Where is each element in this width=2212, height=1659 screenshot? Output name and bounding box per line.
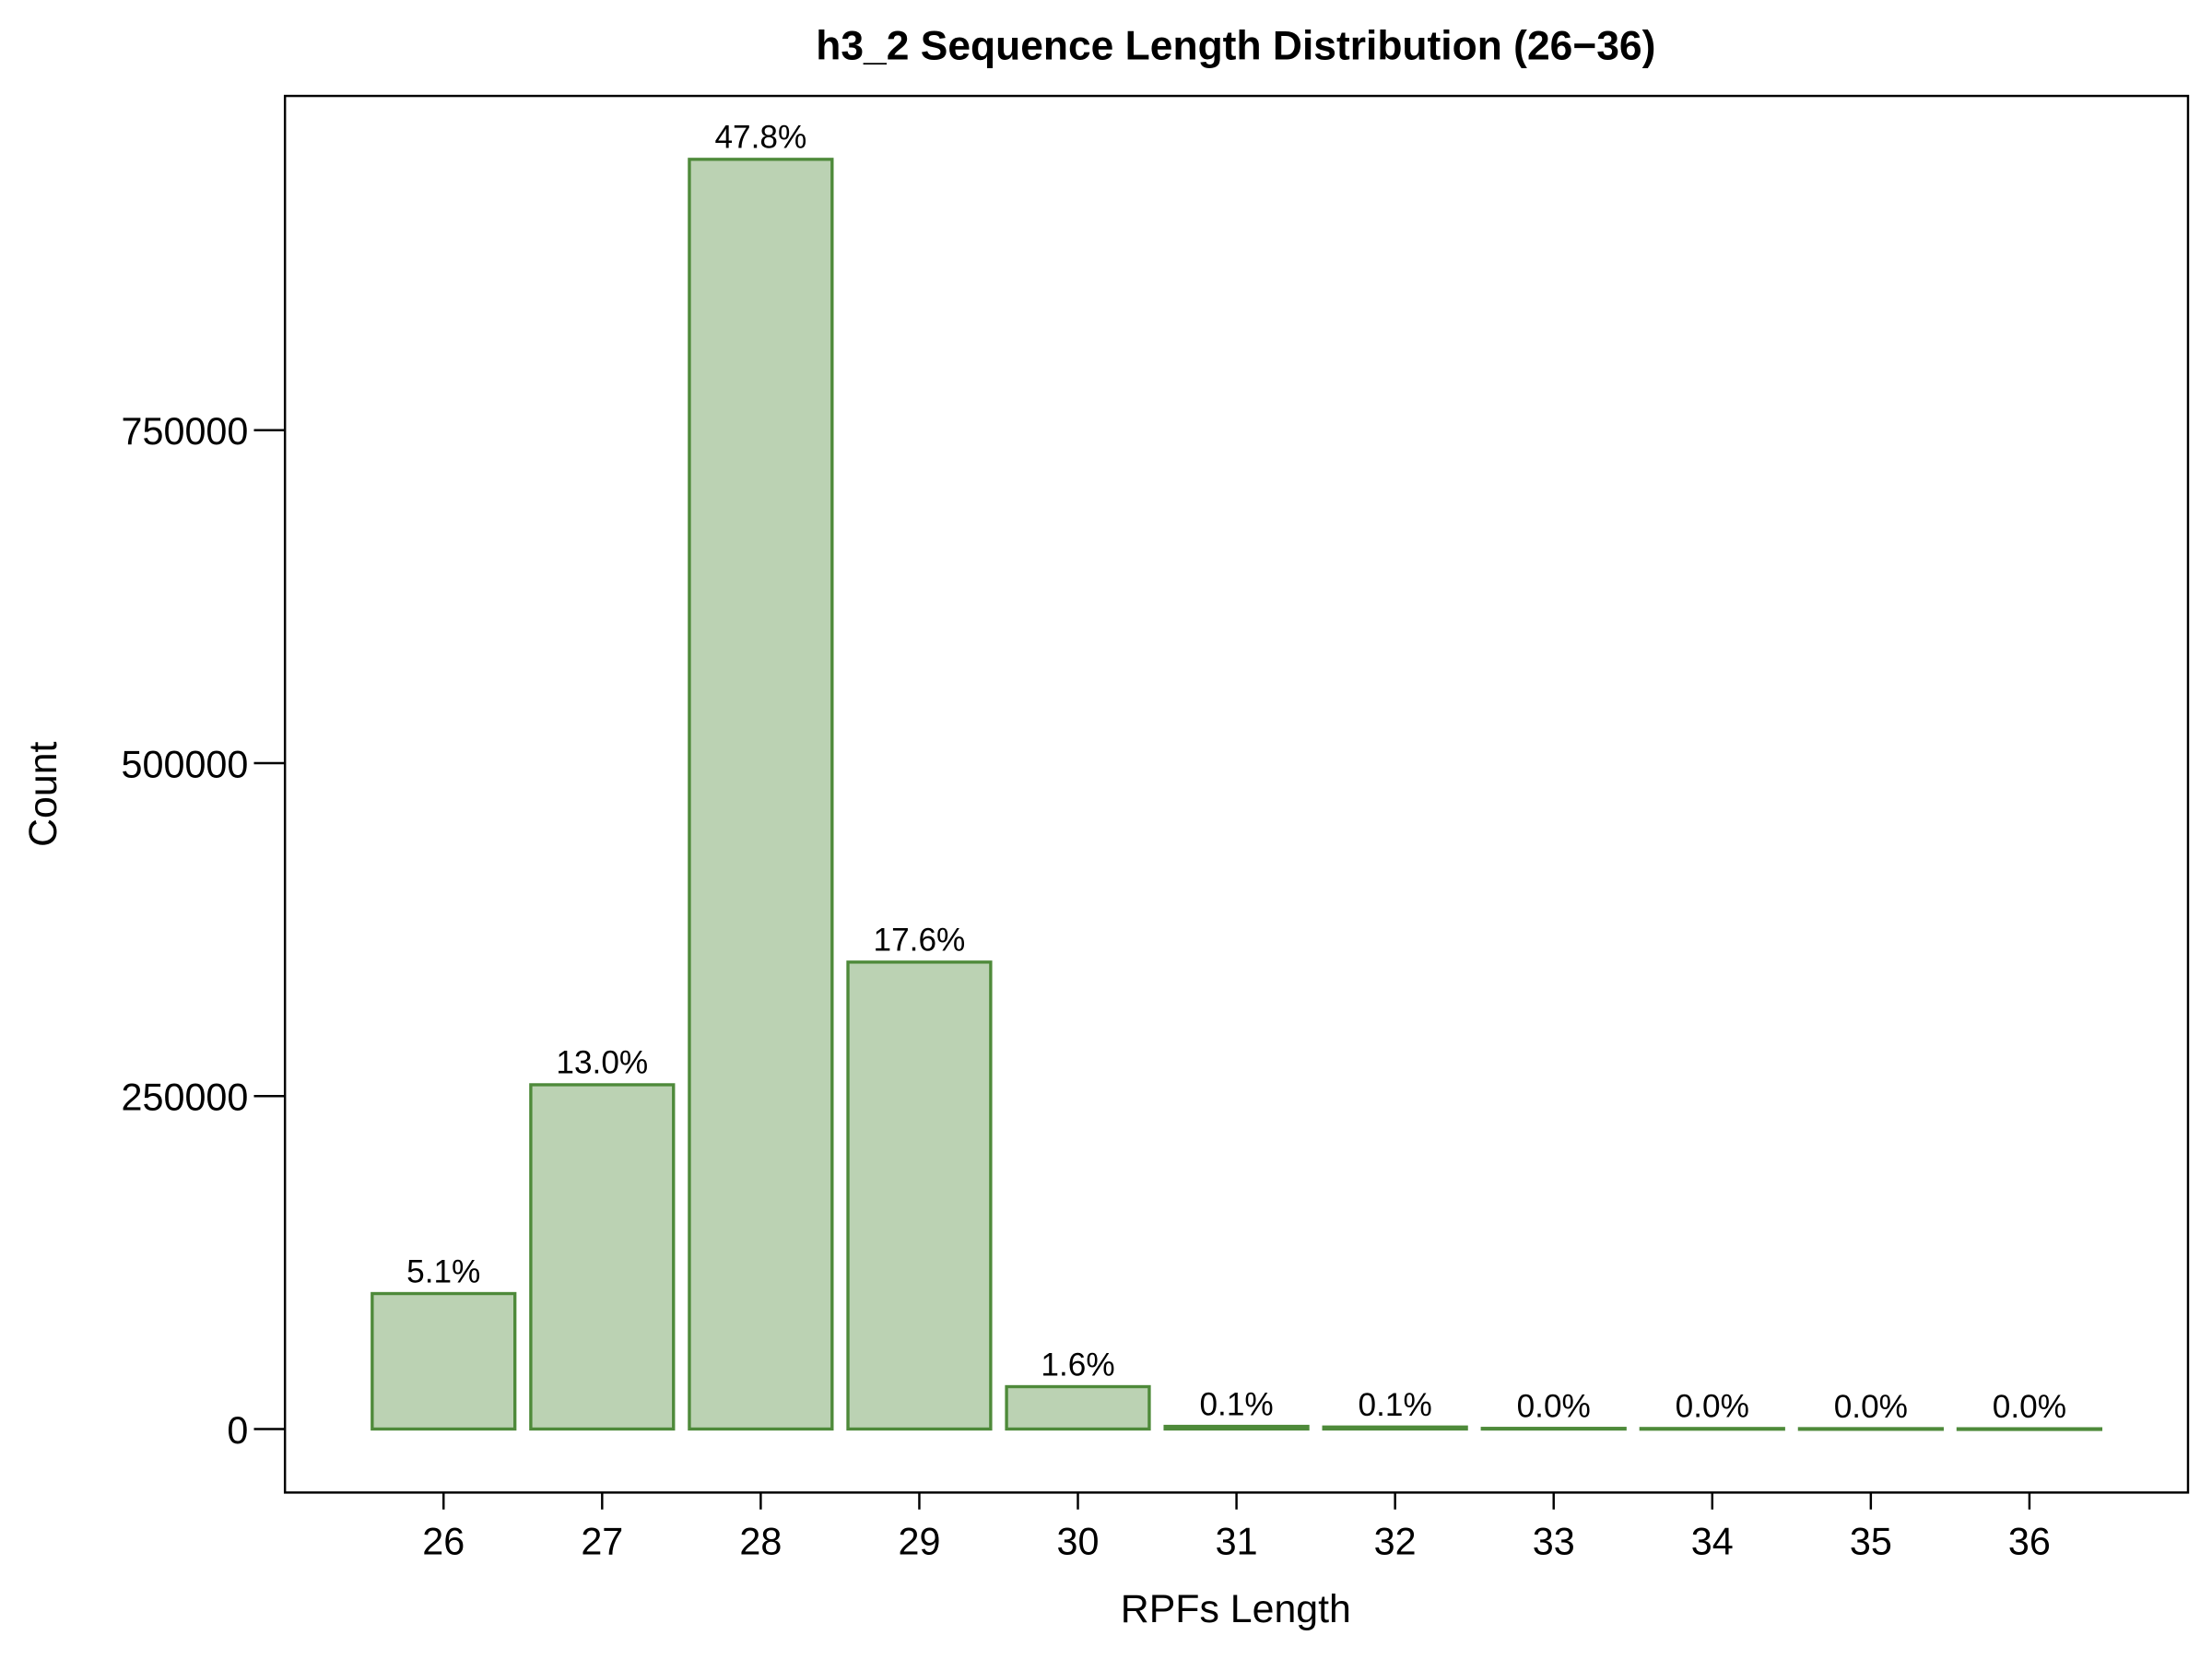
x-tick-label-32: 32	[1374, 1521, 1417, 1563]
y-tick-label-750000: 750000	[122, 410, 249, 453]
x-tick-label-33: 33	[1533, 1521, 1575, 1563]
bar-label-34: 0.0%	[1676, 1389, 1749, 1425]
bar-32	[1322, 1425, 1468, 1431]
bar-30	[1005, 1384, 1151, 1431]
bar-label-33: 0.0%	[1517, 1388, 1591, 1424]
bar-31	[1163, 1424, 1310, 1431]
x-tick-label-34: 34	[1691, 1521, 1734, 1563]
bar-label-36: 0.0%	[1993, 1389, 2066, 1425]
bar-label-29: 17.6%	[874, 923, 966, 959]
y-tick-label-500000: 500000	[122, 743, 249, 785]
y-tick-label-0: 0	[227, 1409, 248, 1452]
bar-28	[688, 158, 834, 1431]
bar-34	[1639, 1427, 1785, 1431]
bar-label-30: 1.6%	[1041, 1347, 1114, 1382]
bar-35	[1797, 1427, 1944, 1431]
x-tick-label-30: 30	[1057, 1521, 1100, 1563]
x-tick-label-36: 36	[2008, 1521, 2051, 1563]
x-tick-label-29: 29	[898, 1521, 940, 1563]
bar-label-27: 13.0%	[556, 1045, 648, 1081]
x-tick-label-28: 28	[739, 1521, 782, 1563]
chart-title: h3_2 Sequence Length Distribution (26−36…	[816, 23, 1655, 68]
bar-label-31: 0.1%	[1199, 1386, 1273, 1422]
bar-33	[1480, 1427, 1627, 1431]
bar-label-26: 5.1%	[406, 1253, 480, 1289]
y-axis: 0 250000 500000 750000	[122, 410, 286, 1452]
x-tick-label-26: 26	[422, 1521, 465, 1563]
x-tick-label-35: 35	[1850, 1521, 1892, 1563]
y-axis-title: Count	[21, 741, 65, 846]
x-tick-label-27: 27	[581, 1521, 623, 1563]
bar-29	[846, 960, 993, 1431]
x-axis: 26 27 28 29 30 31 32 33 34 35 36	[422, 1492, 2051, 1563]
bar-26	[371, 1291, 517, 1431]
y-tick-label-250000: 250000	[122, 1077, 249, 1119]
bar-label-32: 0.1%	[1359, 1387, 1432, 1423]
bar-label-35: 0.0%	[1834, 1389, 1908, 1425]
x-tick-label-31: 31	[1216, 1521, 1258, 1563]
bar-27	[529, 1083, 676, 1431]
bars-group: 5.1% 13.0% 47.8% 17.6% 1.6% 0.1% 0.1% 0.0% 0.0% 0…	[371, 120, 2103, 1431]
bar-label-28: 47.8%	[714, 120, 806, 156]
bar-36	[1956, 1427, 2103, 1431]
x-axis-title: RPFs Length	[1121, 1587, 1351, 1631]
